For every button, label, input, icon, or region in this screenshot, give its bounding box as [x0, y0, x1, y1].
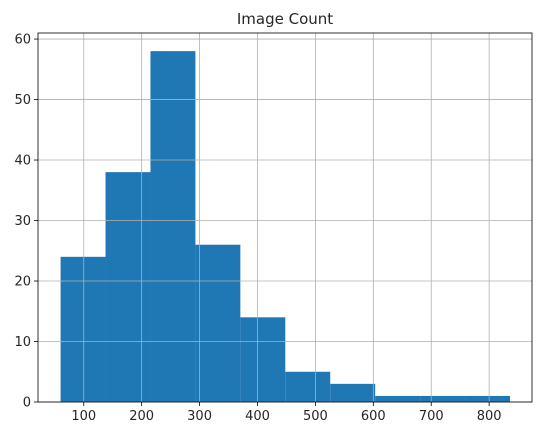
- y-tick-label: 0: [23, 396, 31, 411]
- x-tick-label: 400: [245, 409, 270, 424]
- y-tick-label: 10: [14, 335, 31, 350]
- x-tick-label: 700: [419, 409, 444, 424]
- chart-title: Image Count: [237, 10, 333, 28]
- histogram-bar-5: [285, 371, 331, 402]
- x-tick-label: 800: [477, 409, 502, 424]
- histogram-bar-4: [240, 317, 286, 402]
- histogram-bars: [60, 51, 510, 402]
- x-tick-label: 600: [361, 409, 386, 424]
- x-tick-label: 500: [303, 409, 328, 424]
- plot-frame: [37, 32, 533, 403]
- y-tick-label: 60: [14, 33, 31, 48]
- histogram-bar-6: [330, 383, 376, 402]
- histogram-bar-1: [105, 172, 151, 402]
- x-axis-ticks: 100 200 300 400 500 600 700 800: [71, 402, 502, 424]
- x-tick-label: 200: [129, 409, 154, 424]
- histogram-bar-0: [60, 256, 106, 402]
- x-tick-label: 300: [187, 409, 212, 424]
- x-tick-label: 100: [71, 409, 96, 424]
- y-tick-label: 50: [14, 93, 31, 108]
- histogram-bar-9: [465, 395, 510, 402]
- y-tick-label: 30: [14, 214, 31, 229]
- histogram-bar-7: [375, 395, 421, 402]
- histogram-bar-8: [420, 395, 466, 402]
- grid-lines: [38, 33, 532, 403]
- y-tick-label: 20: [14, 275, 31, 290]
- histogram-bar-2: [150, 51, 196, 402]
- y-axis-ticks: 0 10 20 30 40 50 60: [14, 33, 38, 411]
- histogram-bar-3: [195, 244, 241, 402]
- y-tick-label: 40: [14, 154, 31, 169]
